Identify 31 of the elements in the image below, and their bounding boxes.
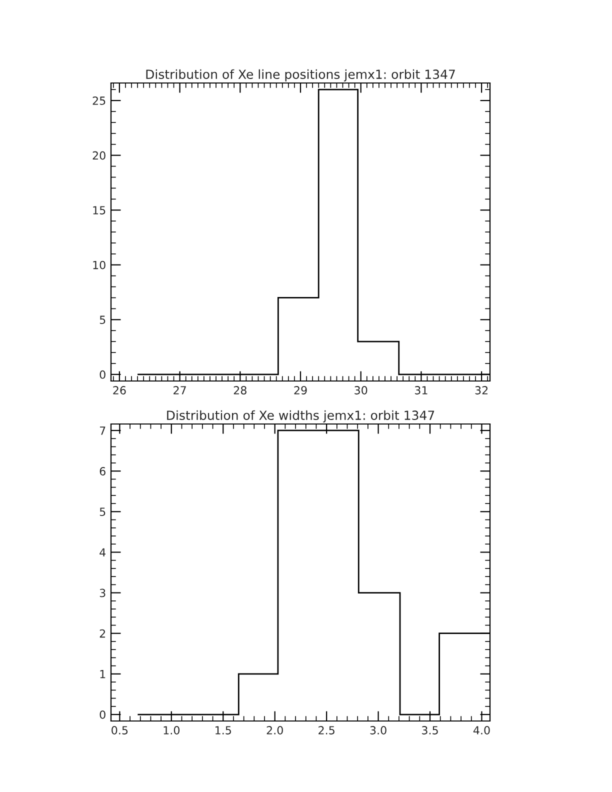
x-tick-label: 32 — [475, 386, 488, 394]
chart-title: Distribution of Xe widths jemx1: orbit 1347 — [167, 410, 434, 422]
x-tick-label: 27 — [174, 386, 186, 394]
x-tick-label: 26 — [113, 386, 126, 394]
x-tick-label: 28 — [234, 386, 246, 394]
y-tick-label: 15 — [93, 206, 106, 214]
y-tick-label: 25 — [92, 96, 106, 105]
x-tick-label: 2.0 — [266, 726, 283, 734]
x-tick-label: 30 — [354, 386, 368, 394]
y-tick-label: 10 — [93, 260, 106, 270]
y-tick-label: 6 — [100, 467, 106, 476]
x-tick-label: 3.5 — [422, 726, 438, 734]
x-tick-label: 29 — [294, 386, 307, 394]
x-tick-label: 4.0 — [473, 726, 490, 734]
y-tick-label: 4 — [100, 548, 106, 556]
y-tick-label: 7 — [100, 426, 106, 435]
x-tick-label: 3.0 — [370, 726, 386, 734]
y-tick-label: 5 — [100, 508, 106, 516]
chart-title: Distribution of Xe line positions jemx1: orbit 1347 — [146, 69, 455, 82]
x-tick-label: 1.0 — [164, 726, 180, 734]
x-tick-label: 0.5 — [112, 726, 128, 734]
x-tick-label: 1.5 — [216, 726, 231, 734]
x-tick-label: 2.5 — [318, 726, 334, 734]
y-tick-label: 20 — [92, 151, 106, 160]
y-tick-label: 1 — [100, 670, 106, 678]
y-tick-label: 0 — [100, 710, 106, 719]
x-tick-label: 31 — [414, 386, 428, 394]
y-tick-label: 0 — [100, 370, 106, 379]
y-tick-label: 5 — [100, 316, 106, 324]
y-tick-label: 3 — [100, 588, 106, 598]
y-tick-label: 2 — [100, 629, 106, 638]
